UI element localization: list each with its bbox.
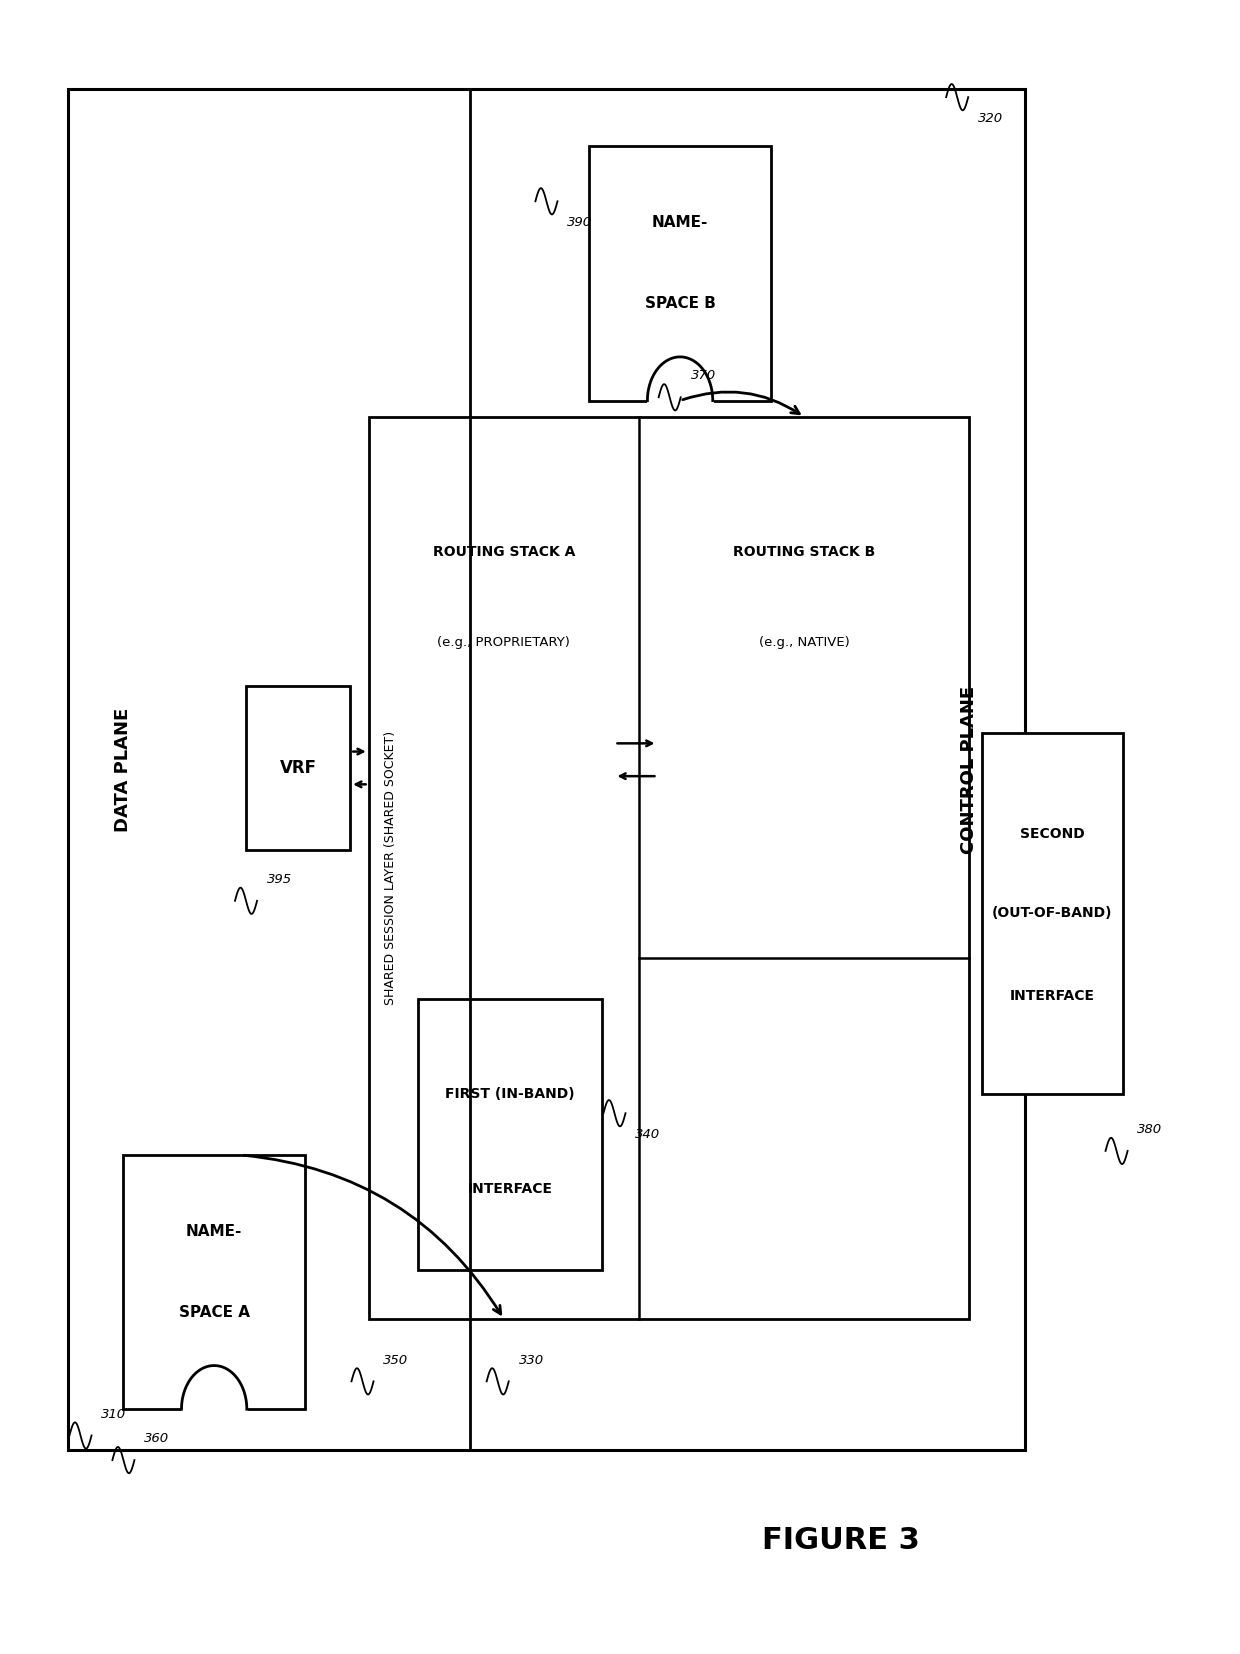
Bar [124, 1154, 305, 1409]
Bar [418, 999, 603, 1270]
Text: 310: 310 [102, 1408, 126, 1421]
Text: SHARED SESSION LAYER (SHARED SOCKET): SHARED SESSION LAYER (SHARED SOCKET) [384, 731, 397, 1006]
Bar [68, 89, 1024, 1451]
Text: 360: 360 [144, 1432, 170, 1446]
Text: 395: 395 [267, 873, 291, 887]
Text: SPACE B: SPACE B [645, 296, 715, 311]
Bar [368, 417, 970, 1318]
Text: SECOND: SECOND [1019, 827, 1085, 840]
Text: ROUTING STACK B: ROUTING STACK B [733, 546, 875, 559]
Text: DATA PLANE: DATA PLANE [114, 708, 133, 832]
Text: INTERFACE: INTERFACE [1009, 989, 1095, 1002]
Text: VRF: VRF [280, 759, 316, 777]
Text: CONTROL PLANE: CONTROL PLANE [961, 685, 978, 853]
Bar [246, 686, 350, 850]
Text: SPACE A: SPACE A [179, 1305, 249, 1320]
Text: 380: 380 [1137, 1123, 1163, 1136]
Text: 340: 340 [635, 1128, 661, 1141]
Bar [589, 146, 771, 400]
Text: (e.g., NATIVE): (e.g., NATIVE) [759, 637, 849, 648]
Text: (OUT-OF-BAND): (OUT-OF-BAND) [992, 906, 1112, 920]
Text: FIRST (IN-BAND): FIRST (IN-BAND) [445, 1087, 575, 1102]
Text: 330: 330 [518, 1353, 543, 1366]
Text: 370: 370 [691, 369, 715, 382]
Text: ROUTING STACK A: ROUTING STACK A [433, 546, 575, 559]
Text: (e.g., PROPRIETARY): (e.g., PROPRIETARY) [438, 637, 570, 648]
Text: 390: 390 [567, 217, 593, 230]
Text: INTERFACE: INTERFACE [467, 1181, 553, 1196]
Text: 350: 350 [383, 1353, 408, 1366]
Bar [982, 733, 1122, 1093]
Text: FIGURE 3: FIGURE 3 [761, 1527, 920, 1555]
Text: NAME-: NAME- [186, 1224, 242, 1239]
Text: NAME-: NAME- [652, 215, 708, 230]
Text: 320: 320 [978, 112, 1003, 126]
